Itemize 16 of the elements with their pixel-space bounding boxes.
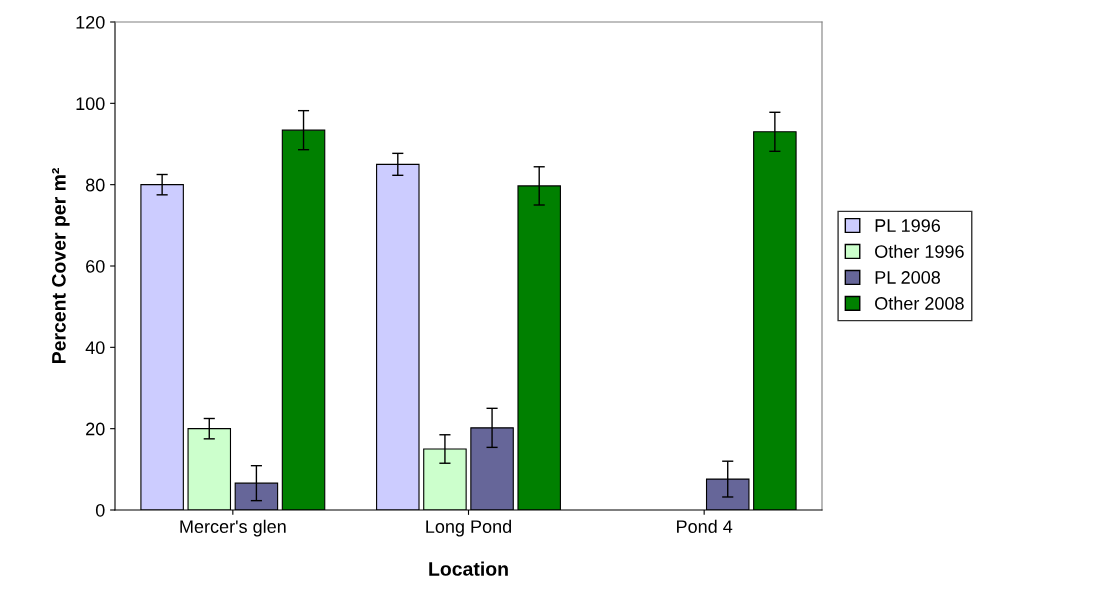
y-tick-label: 20 — [86, 422, 105, 436]
y-tick-label: 100 — [76, 97, 105, 111]
y-tick-label: 40 — [85, 341, 105, 355]
x-tick-label: Mercer's glen — [180, 519, 286, 537]
legend-label: Other 2008 — [875, 296, 964, 310]
legend-label: PL 1996 — [875, 219, 941, 232]
y-axis-title: Percent Cover per m² — [51, 168, 70, 364]
y-tick-label: 0 — [95, 503, 105, 517]
x-axis-title: Location — [429, 561, 508, 576]
y-tick-label: 80 — [85, 178, 105, 192]
x-tick-label: Pond 4 — [677, 519, 733, 533]
y-tick-label: 120 — [76, 15, 105, 29]
y-tick-label: 60 — [86, 259, 105, 273]
x-tick-label: Long Pond — [426, 519, 512, 537]
legend-label: PL 2008 — [875, 271, 941, 284]
legend-label: Other 1996 — [875, 244, 964, 258]
